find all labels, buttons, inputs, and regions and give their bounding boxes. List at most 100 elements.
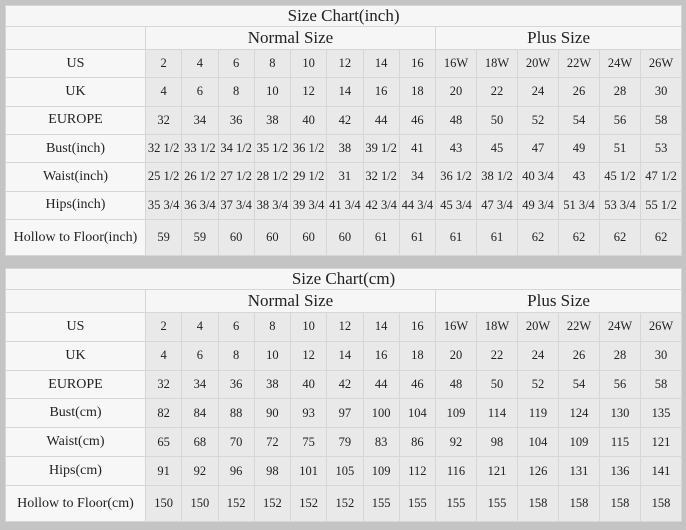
size-value-cell: 14 [362,48,400,79]
size-value-cell: 22 [476,340,518,371]
size-value-cell: 4 [181,312,219,342]
size-value-cell: 40 [289,105,328,135]
size-value-cell: 34 [398,162,437,192]
size-value-cell: 60 [253,219,292,256]
size-value-cell: 158 [639,485,683,522]
size-value-cell: 39 1/2 [362,133,400,164]
size-value-cell: 42 3/4 [362,190,400,221]
size-value-cell: 16 [398,48,437,79]
size-value-cell: 34 [181,369,219,400]
size-value-cell: 32 1/2 [362,162,400,192]
size-value-cell: 97 [326,398,364,429]
size-value-cell: 49 3/4 [517,190,559,221]
row-label: UK [5,340,146,371]
size-value-cell: 155 [362,485,400,522]
size-value-cell: 109 [435,398,477,429]
title-row: Size Chart(cm) [4,268,683,290]
size-value-cell: 155 [476,485,518,522]
size-value-cell: 61 [398,219,437,256]
size-value-cell: 28 1/2 [253,162,292,192]
chart-title: Size Chart(cm) [4,268,683,290]
row-label: Bust(inch) [5,133,146,164]
size-value-cell: 38 [326,133,364,164]
size-value-cell: 14 [326,340,364,371]
size-value-cell: 82 [144,398,183,429]
size-value-cell: 105 [326,456,364,486]
size-value-cell: 36 [217,105,255,135]
size-value-cell: 114 [476,398,518,429]
size-value-cell: 79 [326,427,364,458]
size-value-cell: 88 [217,398,255,429]
table-row: Waist(inch) 25 1/2 26 1/2 27 1/2 28 1/2 29 1/… [5,162,683,192]
size-value-cell: 61 [476,219,518,256]
size-value-cell: 50 [476,105,518,135]
size-value-cell: 27 1/2 [217,162,255,192]
size-value-cell: 70 [217,427,255,458]
size-value-cell: 22W [558,312,600,342]
size-value-cell: 38 3/4 [253,190,292,221]
size-value-cell: 53 [639,133,683,164]
size-value-cell: 36 [217,369,255,400]
corner-cell [5,289,146,313]
row-label: US [5,312,146,342]
size-value-cell: 24 [517,340,559,371]
size-value-cell: 121 [476,456,518,486]
size-value-cell: 91 [144,456,183,486]
size-value-cell: 26 1/2 [181,162,219,192]
size-value-cell: 43 [435,133,477,164]
size-value-cell: 2 [144,48,183,79]
size-value-cell: 60 [217,219,255,256]
table-row: EUROPE 32 34 36 38 40 42 44 46 48 50 52 54 56 58 [5,105,683,135]
size-value-cell: 130 [599,398,641,429]
size-value-cell: 34 [181,105,219,135]
size-value-cell: 4 [144,77,183,107]
size-value-cell: 152 [289,485,328,522]
size-value-cell: 46 [398,105,437,135]
size-value-cell: 121 [639,427,683,458]
corner-cell [5,26,146,50]
size-value-cell: 18W [476,48,518,79]
size-value-cell: 59 [144,219,183,256]
size-value-cell: 32 1/2 [144,133,183,164]
normal-size-header: Normal Size [145,26,436,50]
size-value-cell: 28 [599,340,641,371]
size-value-cell: 45 [476,133,518,164]
size-value-cell: 10 [253,77,292,107]
size-value-cell: 150 [181,485,219,522]
size-value-cell: 38 1/2 [476,162,518,192]
size-value-cell: 18 [398,77,437,107]
size-value-cell: 37 3/4 [217,190,255,221]
plus-size-header: Plus Size [434,26,683,50]
table-row: UK 4 6 8 10 12 14 16 18 20 22 24 26 28 30 [5,340,683,371]
size-value-cell: 46 [398,369,437,400]
row-label: Hollow to Floor(inch) [5,219,146,256]
size-value-cell: 115 [599,427,641,458]
size-value-cell: 98 [253,456,292,486]
size-value-cell: 158 [599,485,641,522]
size-value-cell: 45 3/4 [435,190,477,221]
size-value-cell: 20W [517,312,559,342]
table-row: UK 4 6 8 10 12 14 16 18 20 22 24 26 28 30 [5,77,683,107]
table-row: US 2 4 6 8 10 12 14 16 16W 18W 20W 22W 24W 26W [5,48,683,79]
row-label: EUROPE [5,105,146,135]
size-value-cell: 47 1/2 [639,162,683,192]
size-value-cell: 44 3/4 [398,190,437,221]
size-value-cell: 29 1/2 [289,162,328,192]
size-value-cell: 14 [362,312,400,342]
section-row: Normal Size Plus Size [5,26,683,50]
size-value-cell: 35 1/2 [253,133,292,164]
row-label: Waist(cm) [5,427,146,458]
size-value-cell: 109 [558,427,600,458]
size-value-cell: 60 [326,219,364,256]
table-row: Hips(inch) 35 3/4 36 3/4 37 3/4 38 3/4 39 3/4… [5,190,683,221]
size-value-cell: 24W [599,48,641,79]
size-value-cell: 62 [517,219,559,256]
size-value-cell: 93 [289,398,328,429]
size-value-cell: 33 1/2 [181,133,219,164]
size-value-cell: 22 [476,77,518,107]
size-value-cell: 150 [144,485,183,522]
size-value-cell: 116 [435,456,477,486]
size-value-cell: 158 [558,485,600,522]
size-value-cell: 16 [398,312,437,342]
size-value-cell: 65 [144,427,183,458]
